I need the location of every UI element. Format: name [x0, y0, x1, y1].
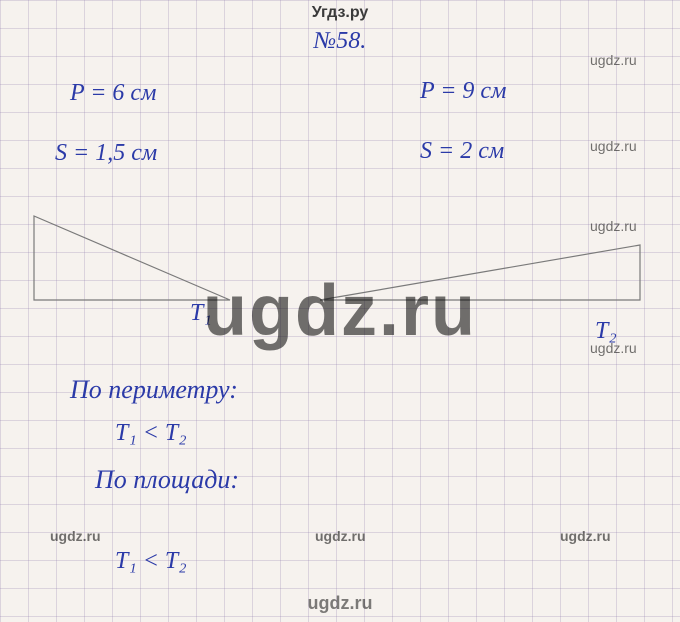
- triangles-svg: [0, 0, 680, 622]
- label-t1: T₁: [190, 300, 212, 327]
- by-area-title: По площади:: [95, 465, 239, 495]
- by-area-relation: T₁ < T₂: [115, 548, 187, 575]
- label-t2: T₂: [595, 318, 617, 345]
- by-perimeter-relation: T₁ < T₂: [115, 420, 187, 447]
- triangle-1: [34, 216, 230, 300]
- by-perimeter-title: По периметру:: [70, 375, 238, 405]
- triangle-2: [320, 245, 640, 300]
